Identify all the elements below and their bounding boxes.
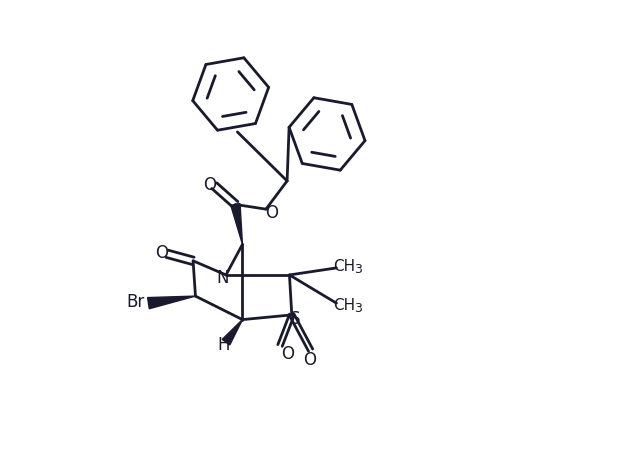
- Text: CH: CH: [333, 298, 355, 313]
- Text: O: O: [303, 351, 316, 368]
- Polygon shape: [231, 204, 243, 244]
- Text: 3: 3: [354, 263, 362, 276]
- Text: 3: 3: [354, 302, 362, 315]
- Text: H: H: [218, 336, 230, 354]
- Text: N: N: [216, 269, 228, 287]
- Text: O: O: [203, 176, 216, 194]
- Text: S: S: [291, 310, 301, 328]
- Text: O: O: [282, 345, 294, 363]
- Text: O: O: [155, 244, 168, 262]
- Text: CH: CH: [333, 259, 355, 274]
- Text: O: O: [266, 204, 278, 222]
- Text: Br: Br: [127, 293, 145, 311]
- Polygon shape: [222, 320, 243, 345]
- Polygon shape: [148, 296, 195, 309]
